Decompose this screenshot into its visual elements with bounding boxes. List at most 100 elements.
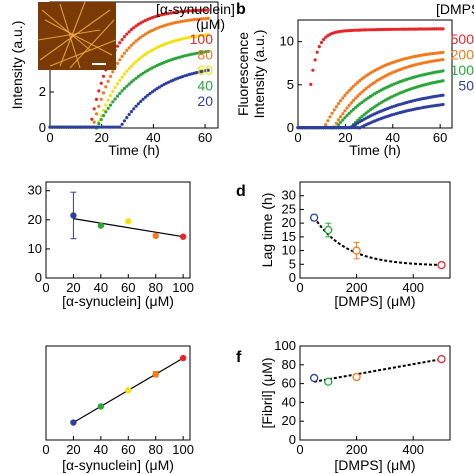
data-point xyxy=(134,76,138,80)
x-tick-label: 400 xyxy=(402,280,424,295)
legend-entry-80: 80 xyxy=(197,47,213,63)
data-point xyxy=(206,16,210,20)
data-point xyxy=(176,56,180,60)
data-point xyxy=(324,377,333,386)
data-point xyxy=(364,86,368,91)
y-tick-label: 10 xyxy=(280,34,294,49)
inset-fibril xyxy=(59,1,86,67)
data-point xyxy=(197,8,201,12)
axes-frame xyxy=(297,19,453,129)
data-point xyxy=(157,62,161,67)
data-point xyxy=(352,246,361,255)
data-point xyxy=(132,26,136,30)
data-point xyxy=(167,22,171,26)
data-point xyxy=(347,111,351,115)
series-500 xyxy=(296,27,445,130)
data-point xyxy=(92,125,96,129)
data-point xyxy=(148,16,152,21)
data-point xyxy=(67,125,71,129)
data-point xyxy=(153,88,157,92)
data-point xyxy=(141,20,145,24)
data-point xyxy=(106,79,110,83)
data-point xyxy=(315,50,319,54)
data-point xyxy=(206,68,210,72)
inset-fibril xyxy=(39,9,111,61)
data-point xyxy=(99,125,103,129)
x-tick-label: 40 xyxy=(386,130,400,145)
data-point xyxy=(125,387,132,394)
x-tick-label: 0 xyxy=(296,442,303,457)
y-tick-label: 2 xyxy=(39,84,46,99)
data-point xyxy=(430,27,434,31)
data-point xyxy=(143,95,147,99)
x-tick-label: 20 xyxy=(94,130,108,145)
data-point xyxy=(204,17,208,21)
data-point xyxy=(108,74,113,78)
data-point xyxy=(441,50,445,55)
data-point xyxy=(87,125,92,129)
data-point xyxy=(70,212,77,219)
data-point xyxy=(437,355,446,364)
data-point xyxy=(71,125,75,129)
axes-frame xyxy=(299,345,451,441)
data-point xyxy=(199,17,203,21)
data-point xyxy=(194,34,199,38)
data-point xyxy=(358,92,362,96)
data-point xyxy=(343,93,347,97)
data-point xyxy=(148,67,152,71)
panel-letter-d: d xyxy=(236,183,246,200)
axes-frame xyxy=(299,181,451,279)
data-point xyxy=(358,79,362,83)
x-axis-label: [DMPS] (μM) xyxy=(334,457,415,473)
data-point xyxy=(132,107,136,111)
data-point xyxy=(141,54,145,58)
data-point xyxy=(167,59,171,63)
data-point xyxy=(125,32,129,36)
data-point xyxy=(106,125,110,129)
legend-entry-500: 500 xyxy=(451,31,474,47)
data-point xyxy=(134,60,138,64)
data-point xyxy=(78,125,82,129)
y-axis-label-line2: Intensity (a.u.) xyxy=(251,30,267,119)
x-tick-label: 400 xyxy=(402,442,424,457)
data-point xyxy=(176,76,180,80)
data-point xyxy=(157,85,161,89)
data-point xyxy=(62,125,66,129)
data-point xyxy=(122,35,126,39)
y-tick-label: 5 xyxy=(287,77,294,92)
x-axis-label: Time (h) xyxy=(349,142,401,158)
y-tick-label: 30 xyxy=(28,183,42,198)
data-point xyxy=(201,33,206,37)
data-point xyxy=(97,104,101,108)
data-point xyxy=(129,110,133,114)
data-point xyxy=(206,33,210,37)
x-tick-label: 0 xyxy=(42,442,49,457)
data-point xyxy=(99,97,103,101)
data-point xyxy=(313,58,317,62)
legend-entry-20: 20 xyxy=(197,93,213,109)
x-tick-label: 0 xyxy=(296,280,303,295)
panel-letter-b: b xyxy=(236,1,246,18)
x-tick-label: 200 xyxy=(346,280,368,295)
data-point xyxy=(157,25,161,29)
data-point xyxy=(339,120,343,124)
series-200 xyxy=(296,58,445,130)
y-tick-label: 30 xyxy=(282,188,296,203)
data-point xyxy=(188,9,192,13)
inset-fibril xyxy=(44,19,113,56)
data-point xyxy=(115,44,120,48)
data-point xyxy=(57,125,61,129)
data-point xyxy=(108,94,113,98)
data-point xyxy=(141,97,145,101)
data-point xyxy=(364,111,368,115)
x-axis-label: Time (h) xyxy=(108,142,160,158)
data-point xyxy=(152,371,159,378)
data-point xyxy=(194,8,199,13)
data-point xyxy=(139,35,143,39)
data-point xyxy=(150,90,154,94)
data-point xyxy=(127,67,131,71)
data-point xyxy=(139,99,143,104)
y-tick-label: 10 xyxy=(282,243,296,258)
data-point xyxy=(106,98,110,102)
